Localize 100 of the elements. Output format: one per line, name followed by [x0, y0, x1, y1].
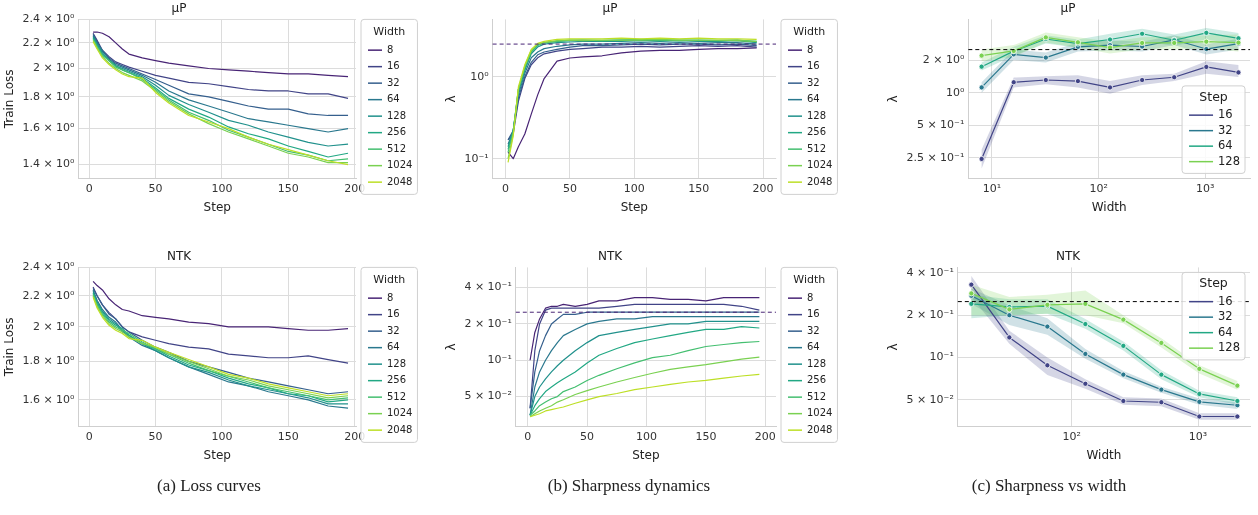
legend-label: 32	[807, 76, 820, 88]
chart-title: μP	[171, 1, 187, 16]
legend-label: 16	[1218, 107, 1233, 122]
text: (b) Sharpness dynamics	[546, 476, 712, 496]
legend-label: 64	[807, 93, 820, 105]
y-tick-label: 10⁻¹	[464, 151, 489, 165]
x-tick-label: 150	[695, 429, 717, 443]
legend-title: Width	[373, 272, 406, 286]
legend-label: 64	[807, 341, 820, 353]
y-axis-title: Train Loss	[2, 317, 17, 378]
legend-title: Step	[1199, 88, 1228, 104]
y-tick-label: 1.6 × 10⁰	[22, 121, 76, 135]
x-axis-title: Step	[620, 199, 648, 214]
legend-label: 1024	[807, 159, 833, 171]
x-tick-label: 100	[636, 429, 657, 443]
y-tick-label: 1.4 × 10⁰	[22, 157, 76, 171]
x-tick-label: 50	[148, 181, 163, 195]
y-tick-label: 2 × 10⁰	[32, 61, 76, 75]
x-tick-label: 0	[85, 429, 93, 443]
y-axis-title: λ	[444, 343, 459, 351]
x-tick-label: 100	[623, 181, 645, 195]
x-tick-label: 10²	[1062, 429, 1082, 443]
y-tick-label: 10⁻¹	[929, 350, 954, 364]
legend-label: 16	[387, 308, 400, 320]
legend-label: 2048	[387, 175, 413, 187]
x-tick-label: 200	[754, 429, 776, 443]
legend-label: 32	[1218, 309, 1233, 324]
y-tick-label: 5 × 10⁻²	[464, 389, 512, 403]
x-tick-label: 10¹	[982, 181, 1002, 195]
x-axis-title: Step	[632, 447, 660, 462]
x-tick-label: 50	[580, 429, 595, 443]
chart-title: NTK	[597, 249, 624, 264]
legend-label: 256	[807, 126, 827, 138]
x-tick-label: 200	[344, 181, 366, 195]
x-tick-label: 150	[277, 429, 299, 443]
legend-label: 8	[387, 43, 394, 55]
legend-label: 8	[807, 43, 814, 55]
x-tick-label: 200	[344, 429, 366, 443]
legend-label: 32	[1218, 122, 1233, 137]
legend-label: 128	[1218, 340, 1240, 355]
x-tick-label: 0	[85, 181, 93, 195]
legend-label: 1024	[387, 159, 413, 171]
y-tick-label: 10⁰	[470, 69, 490, 83]
legend-label: 128	[387, 357, 407, 369]
y-tick-label: 2.2 × 10⁰	[22, 288, 76, 302]
legend-label: 2048	[387, 423, 413, 435]
legend-label: 2048	[807, 175, 833, 187]
x-tick-label: 50	[148, 429, 163, 443]
x-tick-label: 100	[211, 429, 233, 443]
y-tick-label: 2.4 × 10⁰	[22, 260, 76, 274]
y-tick-label: 2 × 10⁻¹	[906, 308, 954, 322]
legend-label: 16	[387, 60, 400, 72]
y-tick-label: 2.2 × 10⁰	[22, 35, 76, 49]
x-tick-label: 10³	[1188, 429, 1208, 443]
legend-label: 128	[807, 357, 827, 369]
x-tick-label: 0	[501, 181, 509, 195]
y-axis-title: λ	[886, 343, 901, 351]
legend-title: Width	[793, 272, 826, 286]
legend-label: 512	[387, 390, 407, 402]
legend-label: 64	[1218, 324, 1233, 339]
legend-label: 32	[387, 76, 400, 88]
chart-title: μP	[602, 1, 618, 16]
x-tick-label: 200	[752, 181, 774, 195]
legend-label: 512	[387, 142, 407, 154]
y-tick-label: 10⁰	[945, 85, 965, 99]
legend-label: 512	[807, 390, 827, 402]
y-tick-label: 2 × 10⁰	[922, 52, 965, 66]
y-tick-label: 4 × 10⁻¹	[906, 265, 954, 279]
chart-title: NTK	[1055, 249, 1082, 264]
y-tick-label: 5 × 10⁻¹	[916, 118, 965, 132]
x-tick-label: 150	[277, 181, 299, 195]
legend-label: 8	[387, 291, 394, 303]
legend-label: 1024	[387, 407, 413, 419]
y-tick-label: 1.8 × 10⁰	[22, 354, 76, 368]
legend-label: 256	[387, 126, 407, 138]
legend-label: 16	[1218, 293, 1233, 308]
y-tick-label: 2.5 × 10⁻¹	[906, 150, 965, 164]
legend-label: 256	[807, 374, 827, 386]
y-axis-title: λ	[444, 95, 459, 103]
text: (c) Sharpness vs width	[970, 476, 1128, 496]
legend-label: 64	[387, 341, 400, 353]
legend-label: 2048	[807, 423, 833, 435]
y-axis-title: Train Loss	[2, 69, 17, 130]
y-tick-label: 10⁻¹	[487, 353, 512, 367]
legend-title: Width	[793, 24, 826, 38]
legend-title: Width	[373, 24, 406, 38]
legend-label: 128	[387, 109, 407, 121]
legend-label: 512	[807, 142, 827, 154]
x-tick-label: 10²	[1089, 181, 1108, 195]
legend-label: 1024	[807, 407, 833, 419]
legend-label: 64	[387, 93, 400, 105]
legend-label: 256	[387, 374, 407, 386]
x-axis-title: Step	[203, 447, 231, 462]
legend-label: 32	[387, 324, 400, 336]
x-axis-title: Width	[1091, 199, 1127, 214]
legend-label: 32	[807, 324, 820, 336]
y-tick-label: 2 × 10⁰	[32, 319, 76, 333]
legend-label: 128	[807, 109, 827, 121]
y-tick-label: 1.8 × 10⁰	[22, 89, 76, 103]
x-tick-label: 10³	[1196, 181, 1215, 195]
